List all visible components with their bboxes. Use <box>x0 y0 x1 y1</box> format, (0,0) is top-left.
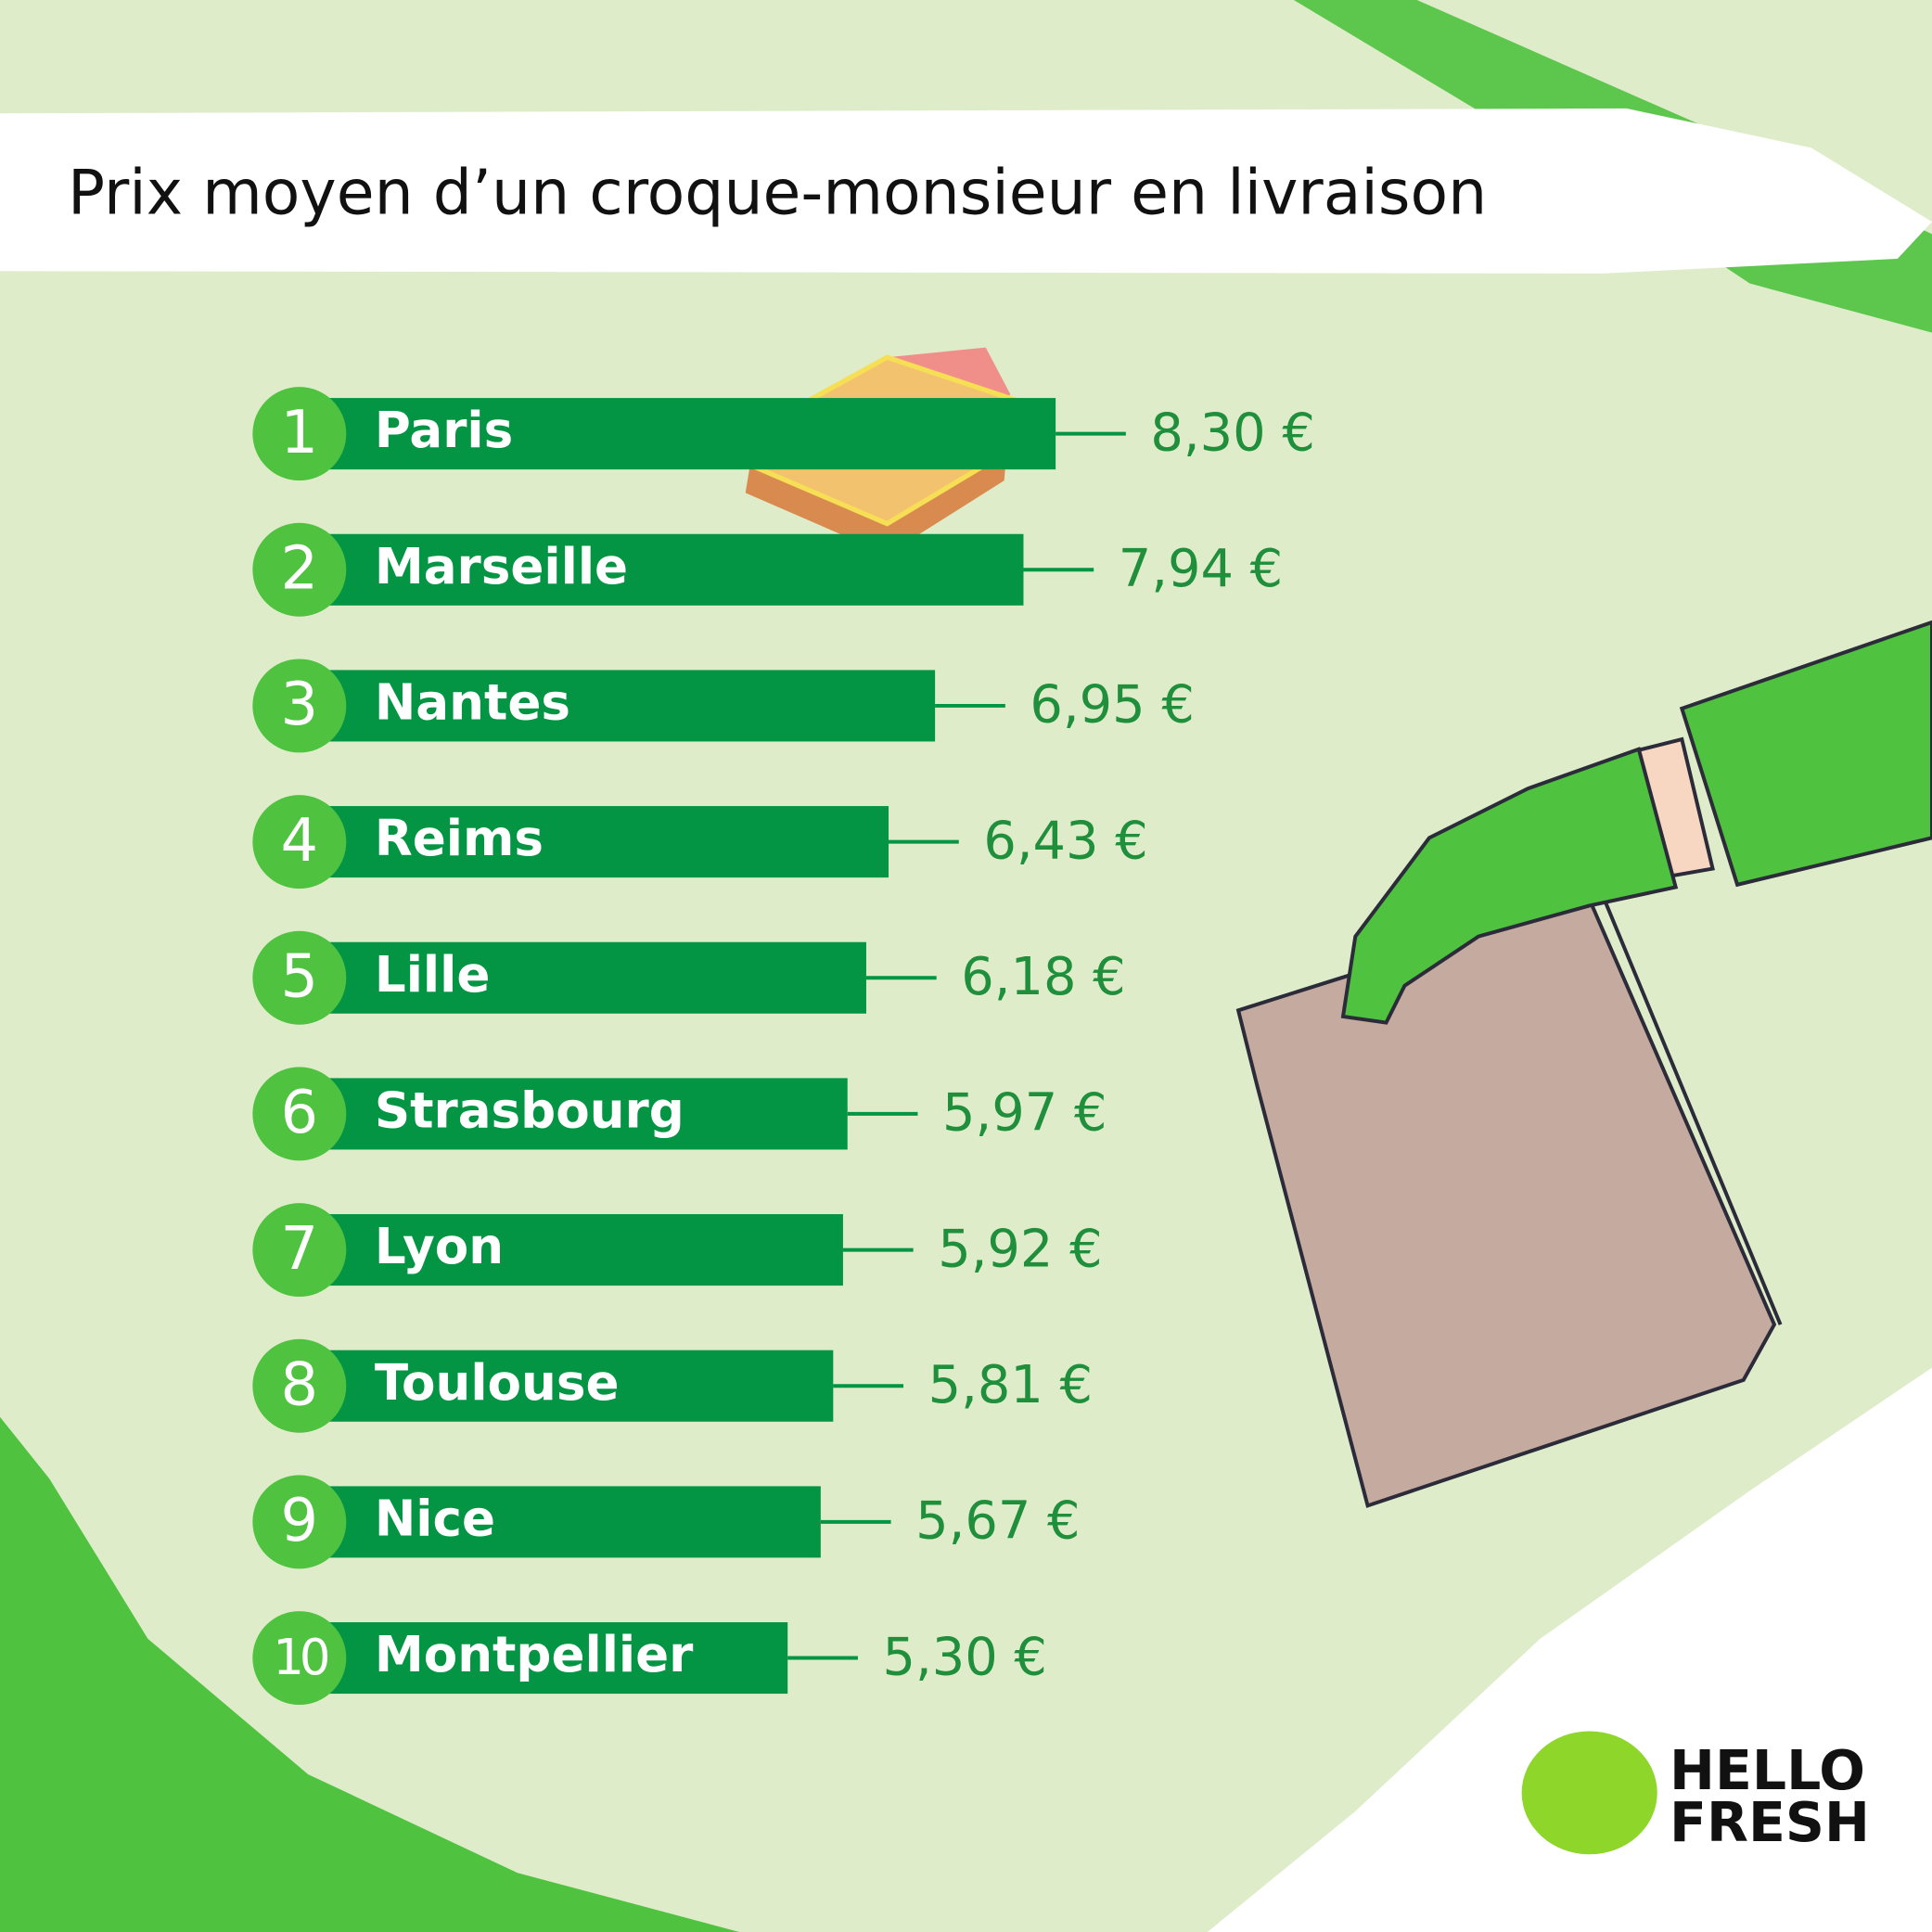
rank-badge <box>252 659 347 753</box>
bar <box>301 1622 788 1695</box>
value-label: 6,18 € <box>961 947 1125 1007</box>
rank-label: 4 <box>281 807 319 876</box>
logo-text: HELLO <box>1670 1739 1865 1802</box>
category-label: Paris <box>375 402 513 459</box>
rank-label: 5 <box>281 942 319 1011</box>
bar <box>301 533 1024 606</box>
value-label: 5,30 € <box>882 1627 1046 1687</box>
category-label: Strasbourg <box>375 1082 685 1140</box>
rank-label: 2 <box>281 535 319 604</box>
rank-badge <box>252 1611 347 1706</box>
rank-label: 3 <box>281 671 319 739</box>
value-label: 5,97 € <box>942 1083 1107 1144</box>
logo-lime <box>1521 1731 1657 1855</box>
bars: 1 Paris 8,30 € 2 Marseille 7,94 € 3 Nantes 6,95 … <box>252 387 1315 1706</box>
bar <box>301 398 1056 470</box>
rank-label: 9 <box>281 1487 319 1555</box>
category-label: Nice <box>375 1491 495 1548</box>
rank-label: 1 <box>281 399 319 467</box>
rank-badge <box>252 1338 347 1433</box>
rank-badge <box>252 1203 347 1298</box>
bar <box>301 1214 843 1286</box>
rank-badge <box>252 1475 347 1569</box>
rank-label: 7 <box>281 1215 319 1284</box>
logo-text: FRESH <box>1670 1791 1870 1854</box>
chart-title: Prix moyen d’un croque-monsieur en livra… <box>68 157 1487 229</box>
bar <box>301 1078 848 1150</box>
category-label: Marseille <box>375 538 628 595</box>
title-banner <box>0 108 1932 274</box>
category-label: Reims <box>375 810 544 867</box>
rank-badge <box>252 1067 347 1161</box>
category-label: Montpellier <box>375 1626 694 1683</box>
category-label: Lyon <box>375 1218 504 1275</box>
decoration <box>1207 1367 1932 1932</box>
rank-badge <box>252 522 347 617</box>
value-label: 5,92 € <box>938 1219 1102 1279</box>
bar <box>301 1486 821 1558</box>
illustration <box>1235 620 1932 1508</box>
value-label: 7,94 € <box>1119 539 1283 599</box>
bar <box>301 1350 834 1422</box>
value-label: 6,95 € <box>1030 675 1194 736</box>
bar <box>301 941 866 1014</box>
bar <box>301 670 936 742</box>
rank-badge <box>252 387 347 481</box>
value-label: 6,43 € <box>983 811 1147 871</box>
value-label: 5,67 € <box>915 1491 1080 1552</box>
category-label: Lille <box>375 946 491 1004</box>
logo: HELLO FRESH <box>1521 1731 1870 1855</box>
category-label: Nantes <box>375 674 570 732</box>
category-label: Toulouse <box>375 1354 620 1412</box>
rank-label: 6 <box>281 1079 319 1147</box>
bar <box>301 806 889 878</box>
rank-badge <box>252 930 347 1025</box>
rank-badge <box>252 795 347 889</box>
rank-label: 10 <box>273 1629 327 1686</box>
rank-label: 8 <box>281 1350 319 1419</box>
value-label: 8,30 € <box>1150 403 1314 463</box>
value-label: 5,81 € <box>928 1355 1093 1415</box>
